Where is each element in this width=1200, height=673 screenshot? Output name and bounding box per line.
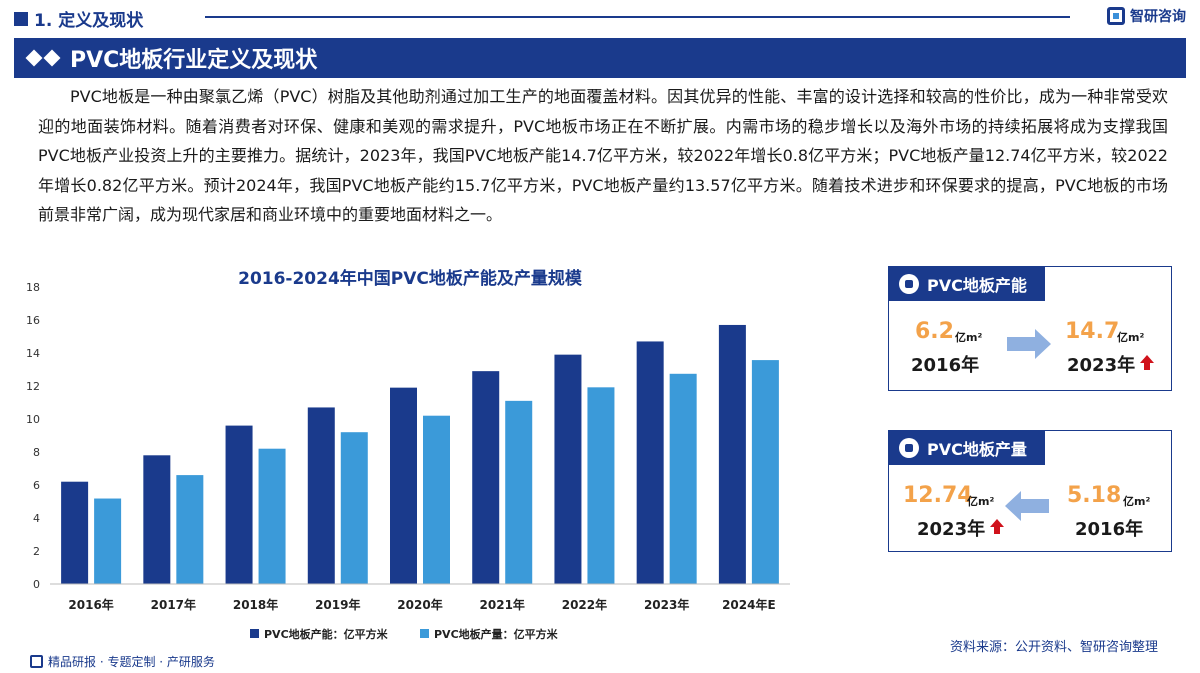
capacity-from-value: 6.2	[915, 319, 954, 344]
capacity-to-year: 2023年	[1067, 355, 1136, 376]
footer-logo-icon	[30, 655, 43, 668]
capacity-from-year: 2016年	[911, 355, 980, 376]
legend: PVC地板产能：亿平方米 PVC地板产量：亿平方米	[250, 627, 559, 641]
output-to-value: 12.74	[903, 483, 973, 508]
y-tick-label: 0	[33, 578, 40, 591]
capacity-icon	[899, 274, 919, 294]
top-bar: 1. 定义及现状 智研咨询	[0, 0, 1200, 34]
brand-logo-icon	[1107, 7, 1125, 25]
capacity-arrow-icon	[1007, 329, 1051, 359]
y-tick-label: 8	[33, 446, 40, 459]
output-card: PVC地板产量 12.74 亿m² 2023年 5.18 亿m² 2016年	[888, 430, 1172, 552]
capacity-from-unit: 亿m²	[955, 331, 983, 344]
y-tick-label: 2	[33, 545, 40, 558]
x-tick-label: 2023年	[644, 597, 689, 612]
capacity-bar	[554, 354, 582, 584]
legend-label: PVC地板产量：亿平方米	[434, 627, 559, 641]
output-bar	[505, 400, 533, 584]
source-note: 资料来源：公开资料、智研咨询整理	[949, 640, 1158, 655]
legend-swatch	[420, 629, 429, 638]
capacity-bar	[61, 481, 89, 584]
output-to-year: 2023年	[917, 519, 986, 540]
output-from-unit: 亿m²	[1123, 495, 1151, 508]
footer-slogan: 精品研报 · 专题定制 · 产研服务	[48, 655, 215, 669]
page-title: PVC地板行业定义及现状	[70, 48, 318, 73]
capacity-card-title: PVC地板产能	[927, 276, 1027, 295]
bar-chart: 2016-2024年中国PVC地板产能及产量规模 0 2 4 6 8 10 12 14 16 18…	[26, 268, 790, 641]
output-bar	[176, 475, 204, 584]
output-arrow-icon	[1005, 491, 1049, 521]
output-bar	[751, 360, 779, 584]
output-bar	[669, 373, 697, 584]
y-tick-label: 14	[26, 347, 40, 360]
brand-name: 智研咨询	[1130, 9, 1186, 25]
capacity-card: PVC地板产能 6.2 亿m² 2016年 14.7 亿m² 2023年	[888, 266, 1172, 391]
x-tick-label: 2018年	[233, 597, 278, 612]
output-bar	[423, 415, 450, 584]
capacity-bar	[390, 387, 417, 584]
diamonds-icon	[25, 49, 61, 67]
output-icon	[899, 438, 919, 458]
output-from-value: 5.18	[1067, 483, 1122, 508]
capacity-bar	[225, 425, 253, 584]
y-tick-label: 18	[26, 281, 40, 294]
capacity-bar	[718, 324, 746, 584]
output-bar	[94, 498, 122, 584]
output-card-title: PVC地板产量	[927, 440, 1027, 459]
brand: 智研咨询	[1107, 6, 1186, 26]
x-tick-label: 2020年	[397, 597, 442, 612]
y-tick-label: 10	[26, 413, 40, 426]
output-bar	[587, 387, 615, 584]
bars	[61, 324, 779, 584]
output-from-year: 2016年	[1075, 519, 1144, 540]
x-tick-label: 2024年E	[722, 597, 776, 612]
output-bar	[258, 448, 286, 584]
capacity-bar	[143, 455, 171, 584]
x-tick-label: 2017年	[151, 597, 196, 612]
title-banner: PVC地板行业定义及现状	[14, 38, 1186, 78]
section-square-icon	[14, 11, 28, 26]
x-tick-label: 2022年	[562, 597, 607, 612]
y-tick-label: 6	[33, 479, 40, 492]
output-card-header: PVC地板产量	[889, 431, 1045, 465]
legend-label: PVC地板产能：亿平方米	[264, 627, 389, 641]
capacity-to-unit: 亿m²	[1117, 331, 1145, 344]
capacity-bar	[636, 341, 664, 584]
footer-slogan-wrap: 精品研报 · 专题定制 · 产研服务	[30, 653, 215, 670]
section-text: 1. 定义及现状	[34, 11, 144, 31]
x-tick-label: 2019年	[315, 597, 360, 612]
x-axis: 2016年 2017年 2018年 2019年 2020年 2021年 2022年 2023年…	[50, 583, 790, 612]
output-bar	[340, 432, 368, 584]
legend-swatch	[250, 629, 259, 638]
y-tick-label: 12	[26, 380, 40, 393]
section-label: 1. 定义及现状	[14, 6, 143, 31]
intro-paragraph: PVC地板是一种由聚氯乙烯（PVC）树脂及其他助剂通过加工生产的地面覆盖材料。因…	[38, 87, 1168, 224]
capacity-card-header: PVC地板产能	[889, 267, 1045, 301]
y-tick-label: 4	[33, 512, 40, 525]
y-axis: 0 2 4 6 8 10 12 14 16 18	[26, 281, 40, 591]
y-tick-label: 16	[26, 314, 40, 327]
chart-title: 2016-2024年中国PVC地板产能及产量规模	[238, 268, 583, 289]
capacity-to-value: 14.7	[1065, 319, 1120, 344]
output-to-unit: 亿m²	[967, 495, 995, 508]
x-tick-label: 2016年	[68, 597, 113, 612]
top-divider	[205, 16, 1070, 18]
capacity-bar	[307, 407, 335, 584]
x-tick-label: 2021年	[480, 597, 525, 612]
capacity-bar	[472, 371, 500, 584]
